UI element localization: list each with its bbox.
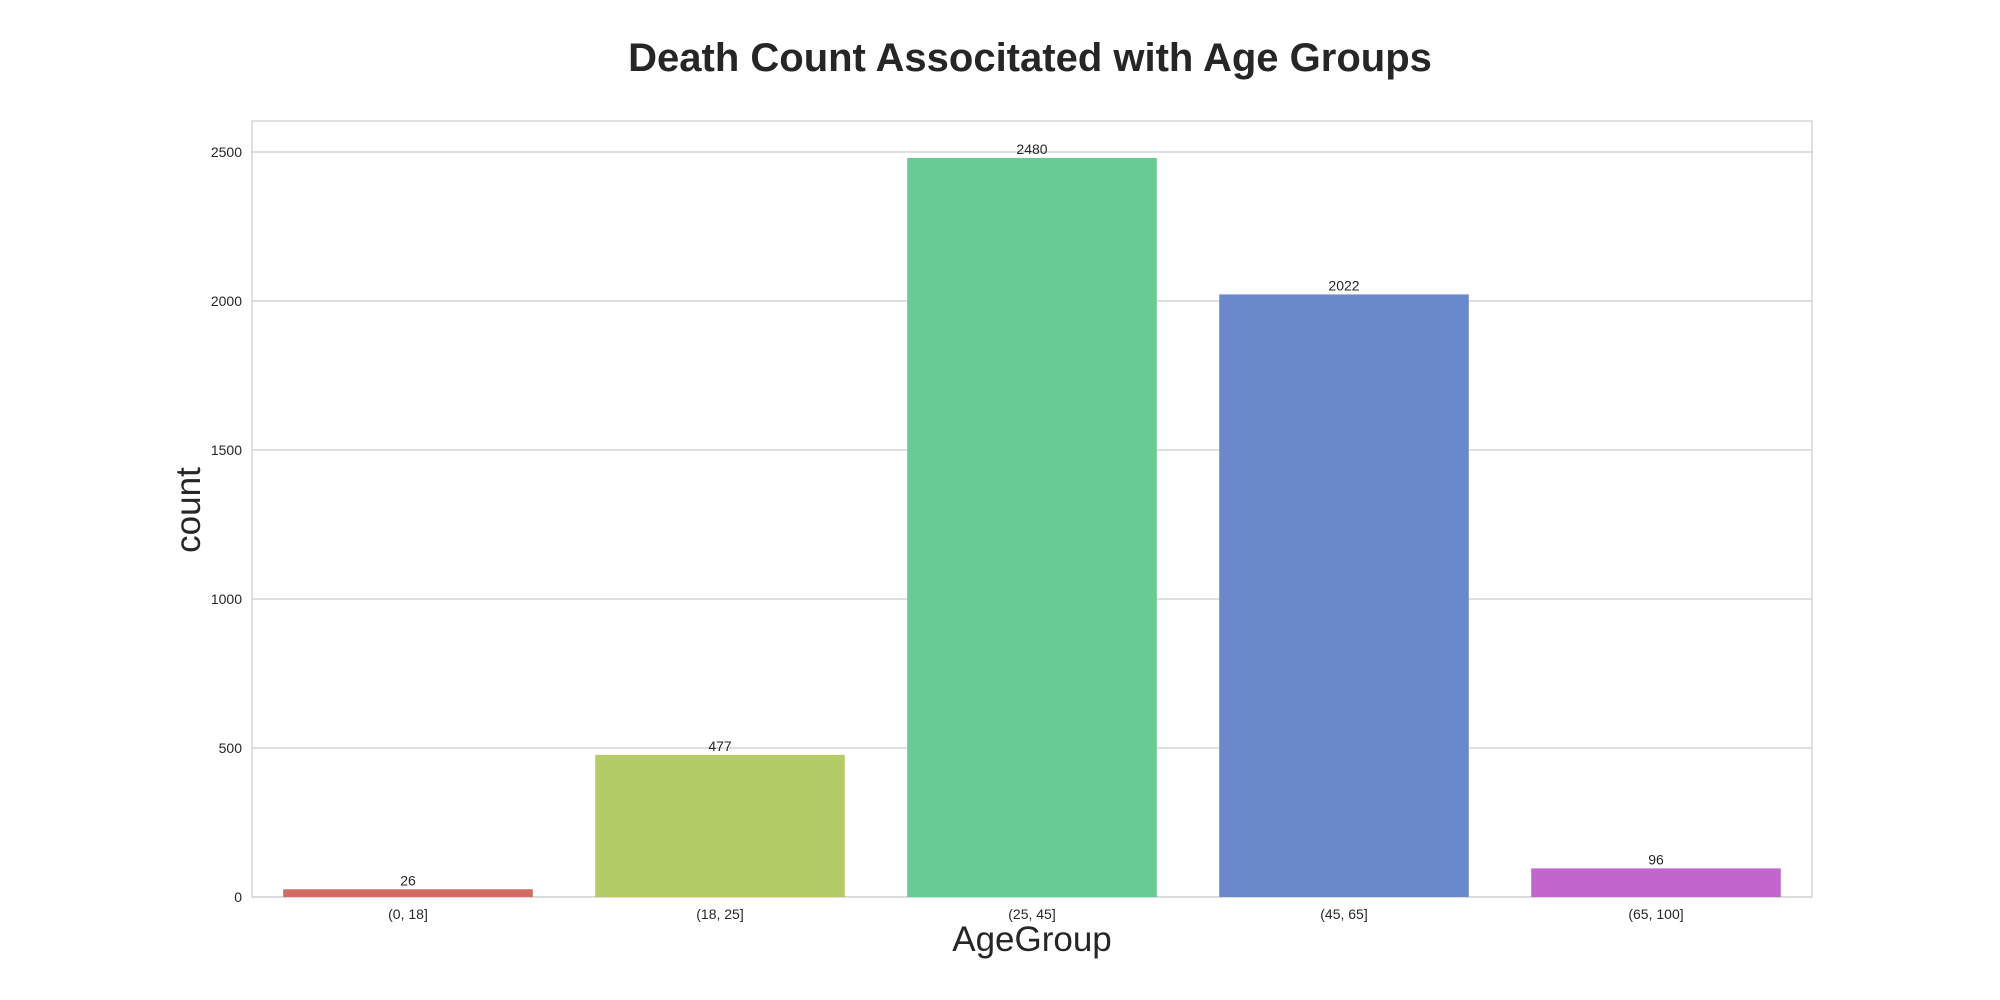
x-tick-labels: (0, 18] (18, 25] (25, 45] (45, 65] (65, 100] — [388, 906, 1683, 922]
y-axis-label: count — [169, 467, 208, 553]
x-tick-label: (18, 25] — [696, 906, 743, 922]
x-axis-label: AgeGroup — [952, 920, 1112, 959]
x-tick-label: (0, 18] — [388, 906, 428, 922]
y-tick-label: 500 — [219, 740, 243, 756]
chart-title: Death Count Associtated with Age Groups — [628, 36, 1432, 80]
x-tick-label: (25, 45] — [1008, 906, 1055, 922]
bar-0 — [283, 889, 533, 897]
y-tick-label: 2000 — [211, 293, 242, 309]
bars — [283, 157, 1781, 898]
data-label: 26 — [400, 872, 416, 888]
y-tick-label: 0 — [234, 889, 242, 905]
data-labels: 26 477 2480 2022 96 — [400, 141, 1664, 888]
y-tick-labels: 0 500 1000 1500 2000 2500 — [211, 144, 242, 905]
x-tick-label: (65, 100] — [1628, 906, 1683, 922]
data-label: 2022 — [1328, 277, 1359, 293]
bar-1 — [595, 754, 845, 897]
bar-4 — [1531, 868, 1781, 897]
y-tick-label: 1000 — [211, 591, 242, 607]
bar-3 — [1219, 294, 1469, 898]
data-label: 2480 — [1016, 141, 1047, 157]
y-tick-label: 2500 — [211, 144, 242, 160]
y-tick-label: 1500 — [211, 442, 242, 458]
data-label: 96 — [1648, 851, 1664, 867]
bar-2 — [907, 157, 1157, 897]
x-tick-label: (45, 65] — [1320, 906, 1367, 922]
data-label: 477 — [708, 738, 732, 754]
